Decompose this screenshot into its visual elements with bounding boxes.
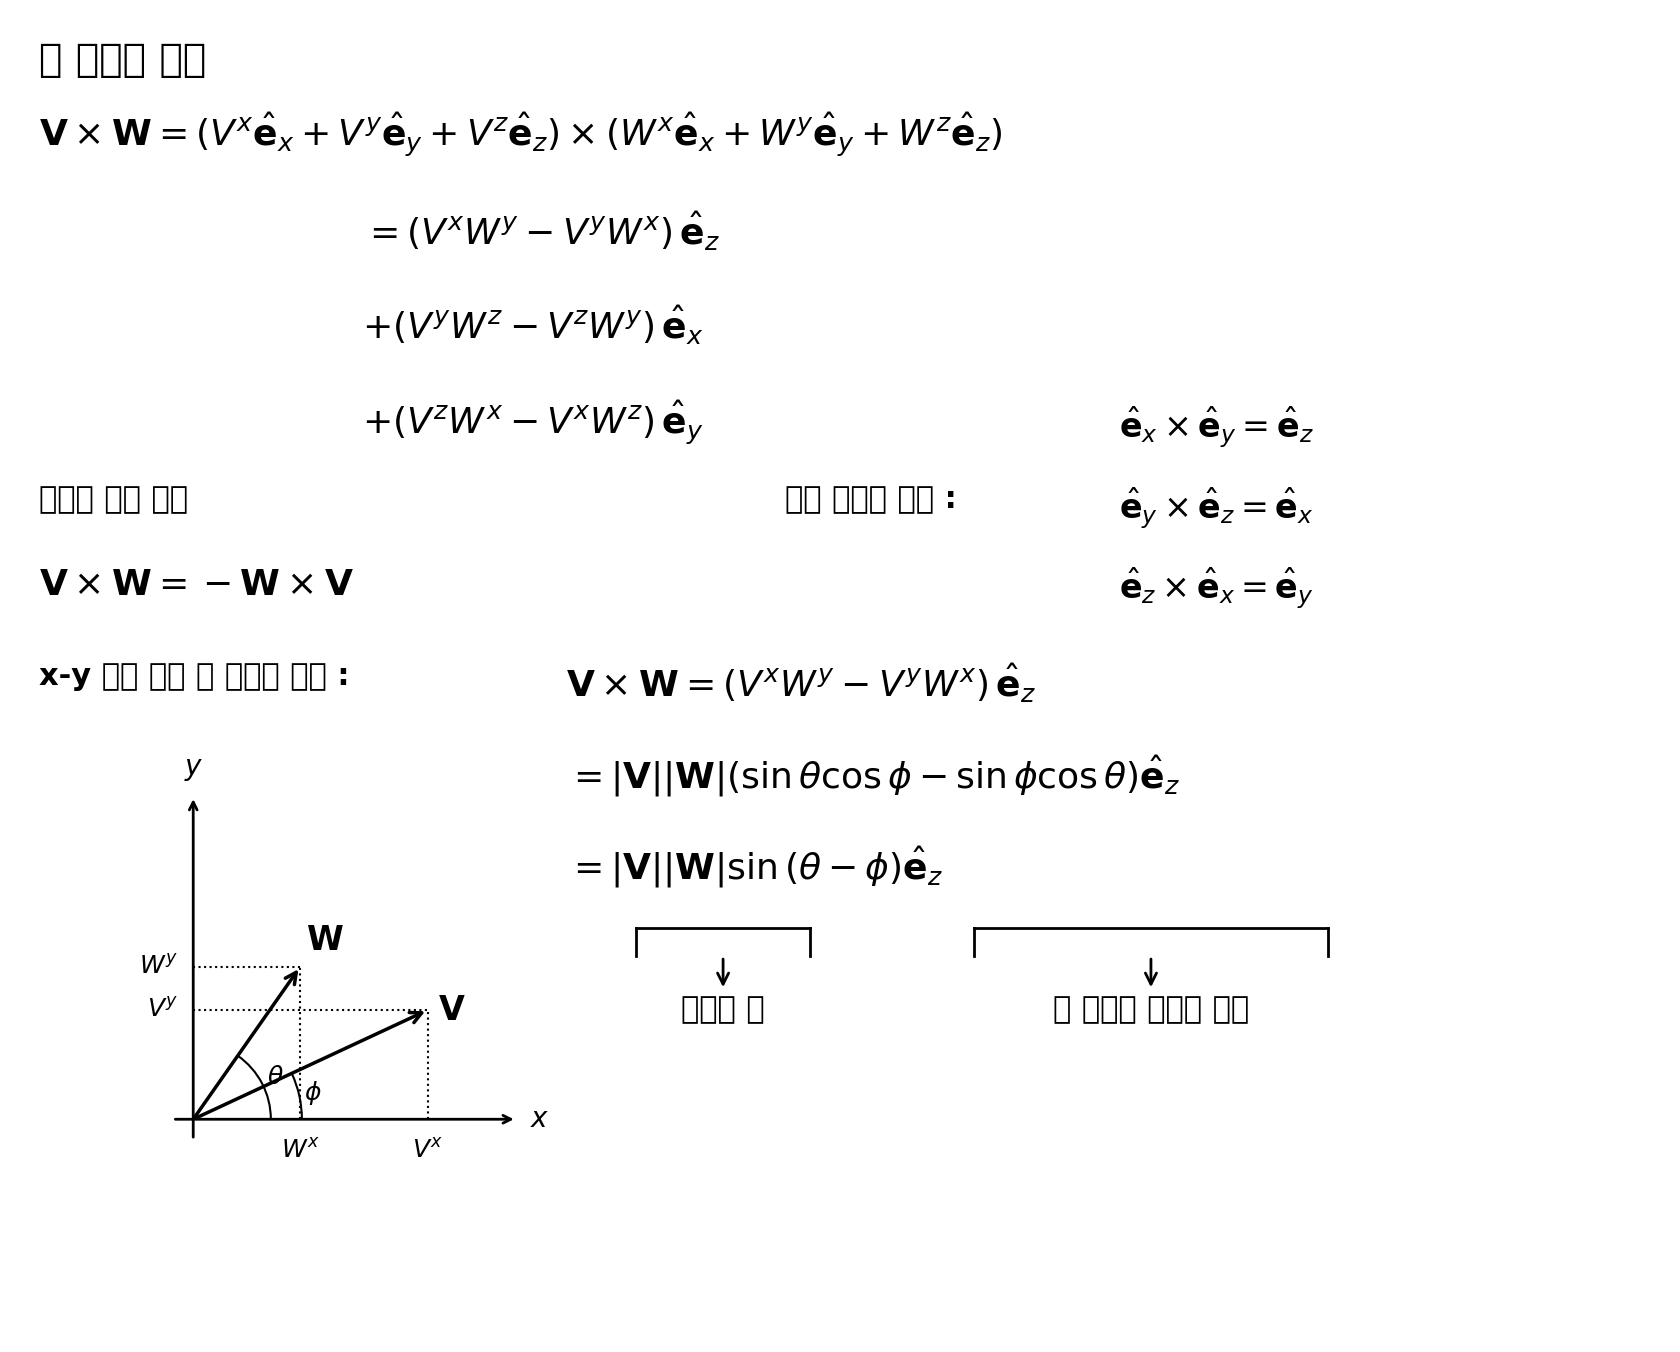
Text: $\hat{\mathbf{e}}_z \times \hat{\mathbf{e}}_x = \hat{\mathbf{e}}_y$: $\hat{\mathbf{e}}_z \times \hat{\mathbf{… [1119, 565, 1314, 611]
Text: $\mathbf{V}$: $\mathbf{V}$ [438, 994, 465, 1026]
Text: $= (V^xW^y - V^yW^x)\,\hat{\mathbf{e}}_z$: $= (V^xW^y - V^yW^x)\,\hat{\mathbf{e}}_z… [363, 210, 721, 253]
Text: $\mathbf{V} \times \mathbf{W} = (V^xW^y - V^yW^x)\,\hat{\mathbf{e}}_z$: $\mathbf{V} \times \mathbf{W} = (V^xW^y … [566, 662, 1037, 706]
Text: $+ (V^yW^z - V^zW^y)\,\hat{\mathbf{e}}_x$: $+ (V^yW^z - V^zW^y)\,\hat{\mathbf{e}}_x… [363, 304, 704, 347]
Text: $V^x$: $V^x$ [412, 1140, 444, 1163]
Text: $\mathbf{W}$: $\mathbf{W}$ [306, 923, 344, 957]
Text: 두 벡터가 이루는 각도: 두 벡터가 이루는 각도 [1053, 995, 1248, 1023]
Text: $\phi$: $\phi$ [304, 1079, 323, 1107]
Text: $\hat{\mathbf{e}}_x \times \hat{\mathbf{e}}_y = \hat{\mathbf{e}}_z$: $\hat{\mathbf{e}}_x \times \hat{\mathbf{… [1119, 404, 1314, 450]
Text: 두 벡터의 외적: 두 벡터의 외적 [39, 41, 207, 78]
Text: $\mathbf{V} \times \mathbf{W} = (V^x\hat{\mathbf{e}}_x + V^y\hat{\mathbf{e}}_y +: $\mathbf{V} \times \mathbf{W} = (V^x\hat… [39, 111, 1003, 158]
Text: 기저 벡터의 외적 :: 기저 벡터의 외적 : [785, 485, 958, 514]
Text: $W^x$: $W^x$ [281, 1140, 319, 1163]
Text: $\hat{\mathbf{e}}_y \times \hat{\mathbf{e}}_z = \hat{\mathbf{e}}_x$: $\hat{\mathbf{e}}_y \times \hat{\mathbf{… [1119, 485, 1314, 531]
Text: $V^y$: $V^y$ [146, 998, 178, 1022]
Text: $= |\mathbf{V}||\mathbf{W}|\sin\left(\theta - \phi\right)\hat{\mathbf{e}}_z$: $= |\mathbf{V}||\mathbf{W}|\sin\left(\th… [566, 845, 944, 890]
Text: $\mathbf{V} \times \mathbf{W} = -\mathbf{W} \times \mathbf{V}$: $\mathbf{V} \times \mathbf{W} = -\mathbf… [39, 568, 354, 602]
Text: $\theta$: $\theta$ [267, 1064, 284, 1088]
Text: $= |\mathbf{V}||\mathbf{W}|\left(\sin\theta\cos\phi - \sin\phi\cos\theta\right)\: $= |\mathbf{V}||\mathbf{W}|\left(\sin\th… [566, 753, 1181, 799]
Text: x-y 평면 상의 두 벡터의 외적 :: x-y 평면 상의 두 벡터의 외적 : [39, 662, 349, 691]
Text: $+ (V^zW^x - V^xW^z)\,\hat{\mathbf{e}}_y$: $+ (V^zW^x - V^xW^z)\,\hat{\mathbf{e}}_y… [363, 399, 704, 446]
Text: $x$: $x$ [529, 1105, 549, 1133]
Text: 크기의 곱: 크기의 곱 [682, 995, 764, 1023]
Text: $y$: $y$ [183, 756, 203, 783]
Text: 순서에 따른 방향: 순서에 따른 방향 [39, 485, 188, 514]
Text: $W^y$: $W^y$ [139, 955, 178, 979]
